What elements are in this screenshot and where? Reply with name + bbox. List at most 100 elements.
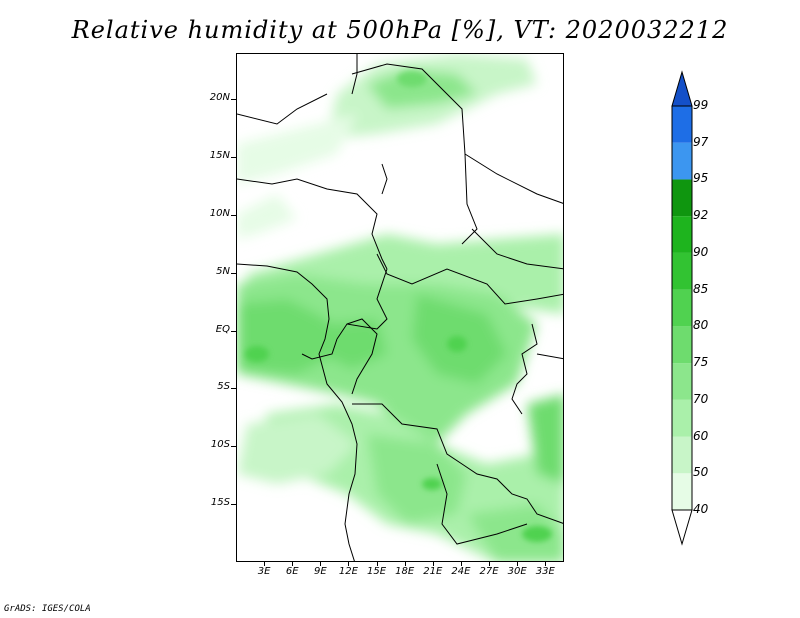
humidity-area-sahara-core (367, 69, 477, 109)
lat-tick-label: 15N (209, 150, 230, 162)
coastline-lake-region (511, 323, 538, 415)
border-sahel (237, 178, 388, 270)
lat-tick-label: 20N (209, 92, 230, 104)
lon-tick-label: 12E (338, 566, 358, 577)
coastline-west-africa (237, 263, 358, 561)
lat-tick-label: 5N (216, 265, 230, 277)
humidity-spot-1 (422, 478, 442, 490)
lon-tick (404, 562, 406, 566)
border-nigeria-chad (336, 268, 388, 340)
colorbar-segment (672, 142, 692, 180)
colorbar-level-label: 70 (693, 391, 709, 406)
colorbar-segment (672, 436, 692, 474)
lon-tick (348, 562, 350, 566)
lat-tick-label: 10N (209, 207, 230, 219)
colorbar-min-arrow (671, 509, 693, 546)
lon-tick (545, 562, 547, 566)
border-central-south (376, 253, 563, 305)
colorbar-level-label: 92 (693, 208, 709, 223)
lon-tick-label: 30E (507, 566, 527, 577)
border-east-africa (536, 353, 563, 360)
lon-tick (517, 562, 519, 566)
humidity-spot-2 (447, 336, 467, 352)
humidity-area-east-lakes (527, 394, 563, 484)
border-chad-sudan (464, 153, 563, 204)
lon-tick-label: 9E (313, 566, 327, 577)
lon-tick (320, 562, 322, 566)
colorbar-segment (672, 399, 692, 437)
humidity-core-spots (245, 71, 552, 542)
lon-tick (376, 562, 378, 566)
lat-tick (231, 214, 236, 216)
humidity-field (237, 54, 563, 561)
colorbar-level-label: 75 (693, 355, 709, 370)
border-niger-mali (237, 93, 328, 125)
humidity-area-zambia (467, 504, 563, 561)
border-cameroon (301, 338, 338, 360)
lon-tick (460, 562, 462, 566)
lat-tick-label: 15S (210, 497, 230, 509)
coastlines-borders (237, 54, 563, 561)
border-angola-zambia (436, 463, 528, 545)
lon-tick (432, 562, 434, 566)
lon-tick-label: 15E (367, 566, 387, 577)
map-panel (236, 53, 564, 562)
border-sudan-south (471, 228, 563, 270)
colorbar-max-arrow (671, 70, 693, 107)
colorbar-level-label: 40 (693, 502, 709, 516)
lon-tick (292, 562, 294, 566)
lake-chad (381, 163, 388, 195)
lon-tick-label: 6E (285, 566, 299, 577)
lon-tick-label: 18E (395, 566, 415, 577)
colorbar-segment (672, 326, 692, 364)
humidity-area-west-small (237, 194, 297, 239)
lon-tick-label: 24E (451, 566, 471, 577)
lon-tick-label: 33E (535, 566, 555, 577)
border-libya-egypt (351, 63, 478, 245)
lat-tick (231, 157, 236, 159)
colorbar-level-label: 99 (693, 98, 709, 112)
humidity-map (237, 54, 563, 561)
lat-tick-label: 10S (210, 439, 230, 451)
lat-tick (231, 446, 236, 448)
colorbar-segment (672, 473, 692, 510)
lon-tick-label: 3E (257, 566, 271, 577)
colorbar-level-label: 50 (693, 465, 709, 480)
colorbar-segment (672, 363, 692, 400)
humidity-area-west-streak (237, 114, 357, 184)
colorbar-segment (672, 216, 692, 253)
lat-tick (231, 99, 236, 101)
lat-tick (231, 504, 236, 506)
colorbar-segments (671, 70, 693, 546)
humidity-spot-4 (522, 526, 552, 542)
humidity-area-ocean-plume (237, 414, 357, 484)
colorbar-segment (672, 106, 692, 143)
humidity-spot-5 (397, 71, 427, 87)
colorbar-level-label: 80 (693, 318, 709, 333)
humidity-spot-3 (245, 346, 269, 362)
lon-tick (264, 562, 266, 566)
lon-tick-label: 27E (479, 566, 499, 577)
colorbar-level-label: 90 (693, 244, 709, 259)
colorbar-segment (672, 252, 692, 290)
lat-tick (231, 330, 236, 332)
lat-tick (231, 388, 236, 390)
chart-title: Relative humidity at 500hPa [%], VT: 202… (71, 16, 729, 44)
colorbar-segment (672, 289, 692, 327)
humidity-area-angola (367, 434, 467, 524)
lat-tick (231, 272, 236, 274)
lon-tick-label: 21E (423, 566, 443, 577)
colorbar-level-label: 97 (693, 134, 709, 149)
colorbar-level-label: 60 (693, 428, 709, 443)
border-congo-west (346, 318, 378, 395)
border-northeast (351, 54, 358, 95)
grads-credit: GrADS: IGES/COLA (4, 604, 91, 614)
colorbar-segment (672, 179, 692, 217)
lat-tick-label: 5S (217, 381, 230, 393)
lat-tick-label: EQ (215, 323, 230, 335)
colorbar-level-label: 85 (693, 281, 709, 296)
colorbar-level-label: 95 (693, 171, 709, 186)
lon-tick (489, 562, 491, 566)
colorbar (671, 70, 693, 546)
border-drc-angola (352, 403, 563, 524)
